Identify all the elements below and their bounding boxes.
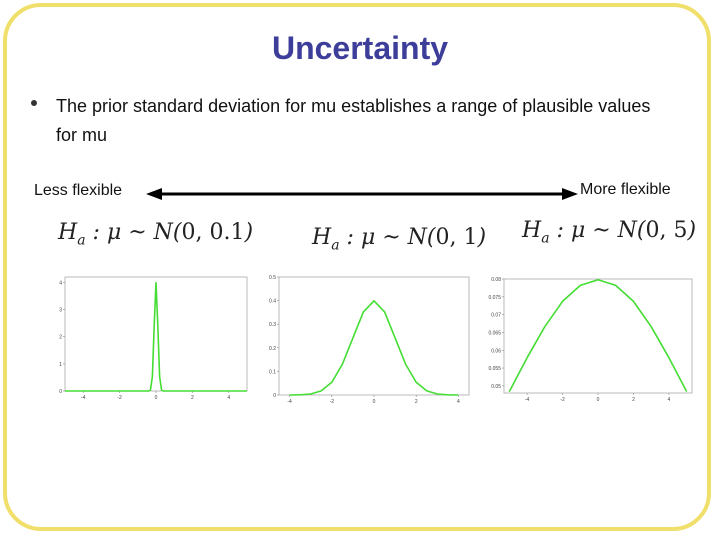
x-tick-label: -4: [287, 399, 292, 405]
more-flexible-label: More flexible: [580, 181, 671, 198]
x-tick-label: 4: [668, 397, 671, 403]
y-tick-label: 0.055: [488, 366, 501, 372]
y-tick-label: 0.065: [488, 330, 501, 336]
x-tick-label: -2: [560, 397, 565, 403]
y-tick-label: 0: [59, 389, 62, 395]
y-tick-label: 0.1: [269, 369, 276, 375]
x-tick-label: 0: [597, 397, 600, 403]
y-tick-label: 2: [59, 335, 62, 341]
x-tick-label: 0: [155, 395, 158, 401]
y-tick-label: 0.07: [491, 313, 501, 319]
plot-frame: [278, 276, 470, 396]
bullet-marker: [31, 100, 37, 106]
model-equation-1: Ha : μ ~ N(0, 0.1): [58, 220, 254, 249]
x-tick-label: 4: [227, 395, 230, 401]
y-tick-label: 0.4: [269, 299, 276, 305]
y-tick-label: 0.3: [269, 322, 276, 328]
y-tick-label: 0.08: [491, 277, 501, 283]
x-tick-label: 2: [191, 395, 194, 401]
x-tick-label: 0: [373, 399, 376, 405]
x-tick-label: -4: [81, 395, 86, 401]
y-tick-label: 0.2: [269, 346, 276, 352]
less-flexible-label: Less flexible: [34, 182, 123, 199]
plot-frame: [503, 278, 693, 394]
x-tick-label: -2: [330, 399, 335, 405]
x-tick-label: 2: [415, 399, 418, 405]
slide-title: Uncertainty: [271, 30, 449, 66]
x-tick-label: -4: [525, 397, 530, 403]
plot-sd-0-1: -4 -2 0 2 4 0 1 2 3 4: [59, 276, 248, 401]
x-tick-label: 2: [632, 397, 635, 403]
y-tick-label: 0.06: [491, 348, 501, 354]
y-tick-label: 4: [59, 280, 62, 286]
x-tick-label: -2: [117, 395, 122, 401]
density-curve: [508, 278, 688, 392]
y-tick-label: 0.05: [491, 384, 501, 390]
y-tick-label: 0.5: [269, 275, 276, 281]
x-tick-label: 4: [457, 399, 460, 405]
density-curve: [289, 299, 459, 396]
y-tick-label: 1: [59, 362, 62, 368]
y-tick-label: 0: [273, 393, 276, 399]
y-tick-label: 3: [59, 308, 62, 314]
bullet-text: The prior standard deviation for mu esta…: [56, 96, 651, 145]
plot-sd-5: -4 -2 0 2 4 0.05 0.055 0.06 0.065 0.07 0.075 0.08: [488, 277, 693, 403]
plot-sd-1: -4 -2 0 2 4 0 0.1 0.2 0.3 0.4 0.5: [269, 275, 470, 405]
model-equation-3: Ha : μ ~ N(0, 5): [522, 218, 697, 247]
y-tick-label: 0.075: [488, 295, 501, 301]
density-curve: [65, 281, 247, 392]
model-equation-2: Ha : μ ~ N(0, 1): [312, 225, 487, 254]
slide-frame: [3, 3, 711, 531]
